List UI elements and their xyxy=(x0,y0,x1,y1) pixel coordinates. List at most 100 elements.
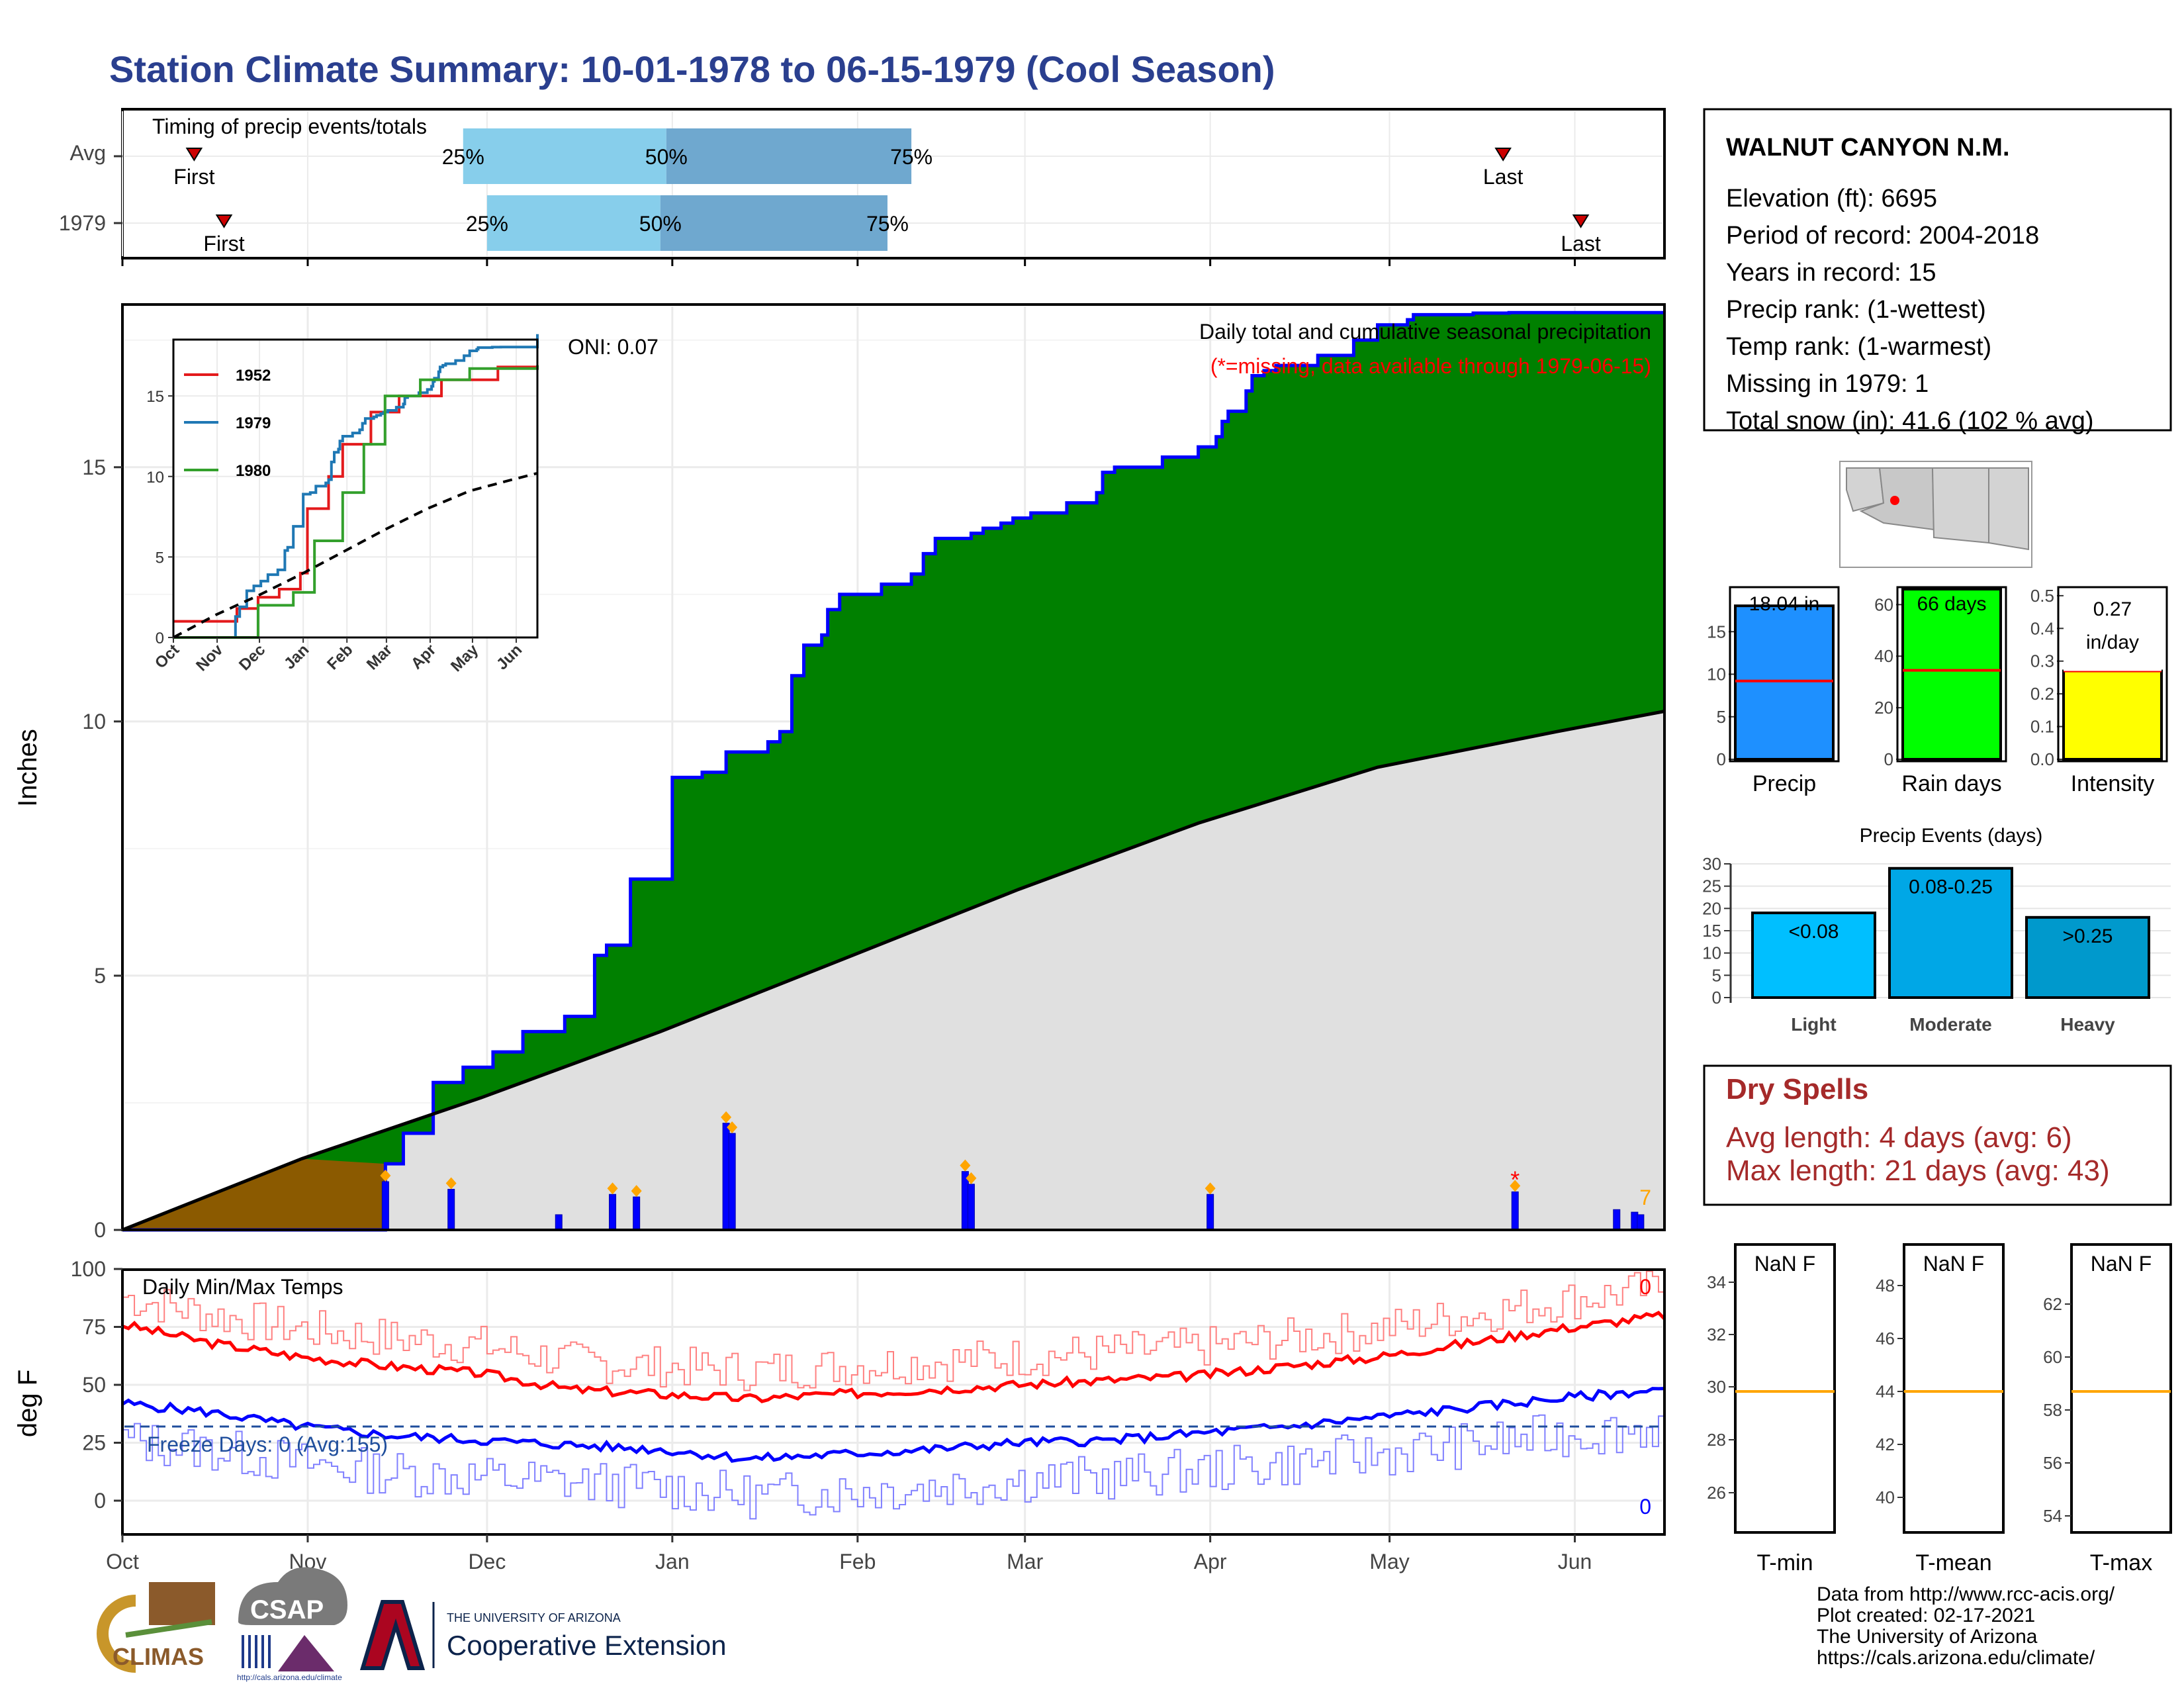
timing-row-avg-label: Avg xyxy=(69,141,106,165)
temp-box-tick-label: 56 xyxy=(2043,1453,2062,1473)
min-count: 0 xyxy=(1639,1495,1651,1519)
credit-line-4: https://cals.arizona.edu/climate/ xyxy=(1817,1647,2095,1669)
timing-bar-q2-1 xyxy=(660,195,887,251)
station-period: Period of record: 2004-2018 xyxy=(1726,222,2039,250)
events-tick-label: 5 xyxy=(1712,965,1721,985)
summary-bar-1 xyxy=(1901,588,2002,761)
timing-p25-label-1: 25% xyxy=(466,212,508,236)
daily-precip-bar xyxy=(722,1123,730,1231)
station-years: Years in record: 15 xyxy=(1726,259,1936,287)
max-count: 0 xyxy=(1639,1275,1651,1299)
temp-box-value-1: NaN F xyxy=(1923,1252,1984,1276)
month-label: Apr xyxy=(1194,1550,1227,1573)
locator-map xyxy=(1839,461,2032,568)
surplus-area xyxy=(122,312,1664,1231)
temp-box-tick-label: 62 xyxy=(2043,1294,2062,1314)
temp-y-label: deg F xyxy=(13,1370,42,1437)
month-label: Jan xyxy=(655,1550,690,1573)
snow-marker xyxy=(445,1177,457,1190)
temp-box-tick-label: 34 xyxy=(1707,1272,1726,1292)
timing-last-marker-1 xyxy=(1572,214,1590,228)
missing-day-marker: * xyxy=(1510,1166,1520,1193)
precip-areas xyxy=(122,310,1665,1232)
deficit-area xyxy=(122,1158,386,1230)
events-bar-heavy xyxy=(2025,915,2150,1000)
temp-y-tick-label: 0 xyxy=(94,1489,106,1513)
intensity-unit: in/day xyxy=(2086,632,2139,653)
month-label: May xyxy=(1369,1550,1409,1573)
summary-tick-label: 0.1 xyxy=(2030,717,2054,737)
dry-spells-avg: Avg length: 4 days (avg: 6) xyxy=(1726,1121,2072,1154)
timing-p50-label-1: 50% xyxy=(639,212,682,236)
temp-y-tick-label: 75 xyxy=(82,1315,106,1339)
csap-mountain xyxy=(278,1635,334,1671)
timing-axis xyxy=(114,155,1664,266)
daily-precip-bar xyxy=(728,1133,736,1231)
snow-marker xyxy=(727,1121,738,1134)
inset-bg xyxy=(173,340,537,637)
temp-box-tick-label: 42 xyxy=(1876,1434,1895,1454)
daily-precip-bar xyxy=(967,1184,975,1231)
station-name: WALNUT CANYON N.M. xyxy=(1726,134,2010,162)
summary-tick-label: 0 xyxy=(1717,749,1726,769)
missing-count: 7 xyxy=(1639,1186,1651,1209)
timing-p25-label-0: 25% xyxy=(442,145,484,169)
events-title: Precip Events (days) xyxy=(1860,825,2043,847)
dry-spells-box: Dry Spells Avg length: 4 days (avg: 6) M… xyxy=(1703,1064,2172,1206)
summary-tick-label: 40 xyxy=(1874,646,1893,666)
temp-box-tick-label: 46 xyxy=(1876,1329,1895,1348)
daily-max-temp-line xyxy=(122,1270,1665,1391)
events-bar-label-2: >0.25 xyxy=(2063,925,2113,947)
timing-first-label-1: First xyxy=(203,232,244,256)
csap-cloud xyxy=(238,1567,347,1625)
timing-p75-label-0: 75% xyxy=(890,145,933,169)
temp-box-tick-label: 48 xyxy=(1876,1276,1895,1295)
daily-precip-bar xyxy=(633,1196,641,1231)
summary-tick-label: 15 xyxy=(1707,622,1726,641)
temp-box-tick-label: 44 xyxy=(1876,1382,1895,1401)
intensity-label-bg xyxy=(2064,589,2161,671)
temp-box-tick-label: 26 xyxy=(1707,1483,1726,1503)
temp-box-tick-label: 30 xyxy=(1707,1377,1726,1397)
temp-box-tick-label: 58 xyxy=(2043,1400,2062,1420)
temp-frame xyxy=(121,1268,1666,1536)
dry-spells-frame xyxy=(1703,1064,2172,1206)
events-category-2: Heavy xyxy=(2060,1014,2115,1035)
events-bar-label-1: 0.08-0.25 xyxy=(1909,876,1993,898)
snow-marker xyxy=(966,1172,977,1184)
events-category-0: Light xyxy=(1791,1014,1836,1035)
inset-frame xyxy=(172,338,539,639)
climas-ring xyxy=(97,1595,136,1673)
inset-lines xyxy=(173,334,539,639)
summary-bars: 0 5 10 15 18.04 in Precip 0 20 40 60 66 days Rain d… xyxy=(1707,586,2168,796)
timing-title: Timing of precip events/totals xyxy=(152,115,427,138)
temp-box-label-2: T-max xyxy=(2090,1550,2152,1575)
timing-first-marker-1 xyxy=(215,214,233,228)
temp-box-label-0: T-min xyxy=(1757,1550,1813,1575)
csap-bars xyxy=(242,1635,271,1668)
summary-tick-label: 0.0 xyxy=(2030,749,2054,769)
timing-last-marker-0 xyxy=(1494,148,1512,162)
timing-p50-label-0: 50% xyxy=(645,145,688,169)
inset-line-1979 xyxy=(173,334,539,639)
month-axis: Oct Nov Dec Jan Feb Mar Apr May Jun xyxy=(106,1534,1592,1573)
ua-logo: THE UNIVERSITY OF ARIZONA Cooperative Ex… xyxy=(359,1600,727,1670)
snow-marker xyxy=(721,1111,732,1123)
month-label: Mar xyxy=(1007,1550,1043,1573)
average-max-temp-line xyxy=(122,1311,1666,1403)
inset-y-tick-label: 0 xyxy=(156,630,164,647)
timing-first-label-0: First xyxy=(173,165,214,189)
summary-bar-0 xyxy=(1734,604,1835,761)
freeze-days: Freeze Days: 0 (Avg:155) xyxy=(147,1432,388,1456)
snow-marker xyxy=(607,1182,618,1195)
csap-logo: CSAP http://cals.arizona.edu/climate xyxy=(237,1567,347,1682)
temp-box-tick-label: 32 xyxy=(1707,1325,1726,1344)
precip-y-tick-label: 5 xyxy=(94,964,106,988)
daily-precip-bar xyxy=(961,1171,969,1231)
station-missing: Missing in 1979: 1 xyxy=(1726,370,1929,398)
snow-marker xyxy=(1205,1182,1216,1195)
precip-y-axis: 0 5 10 15 xyxy=(82,455,122,1242)
events-bar-moderate xyxy=(1888,867,2013,999)
temp-box-2 xyxy=(2070,1243,2172,1534)
